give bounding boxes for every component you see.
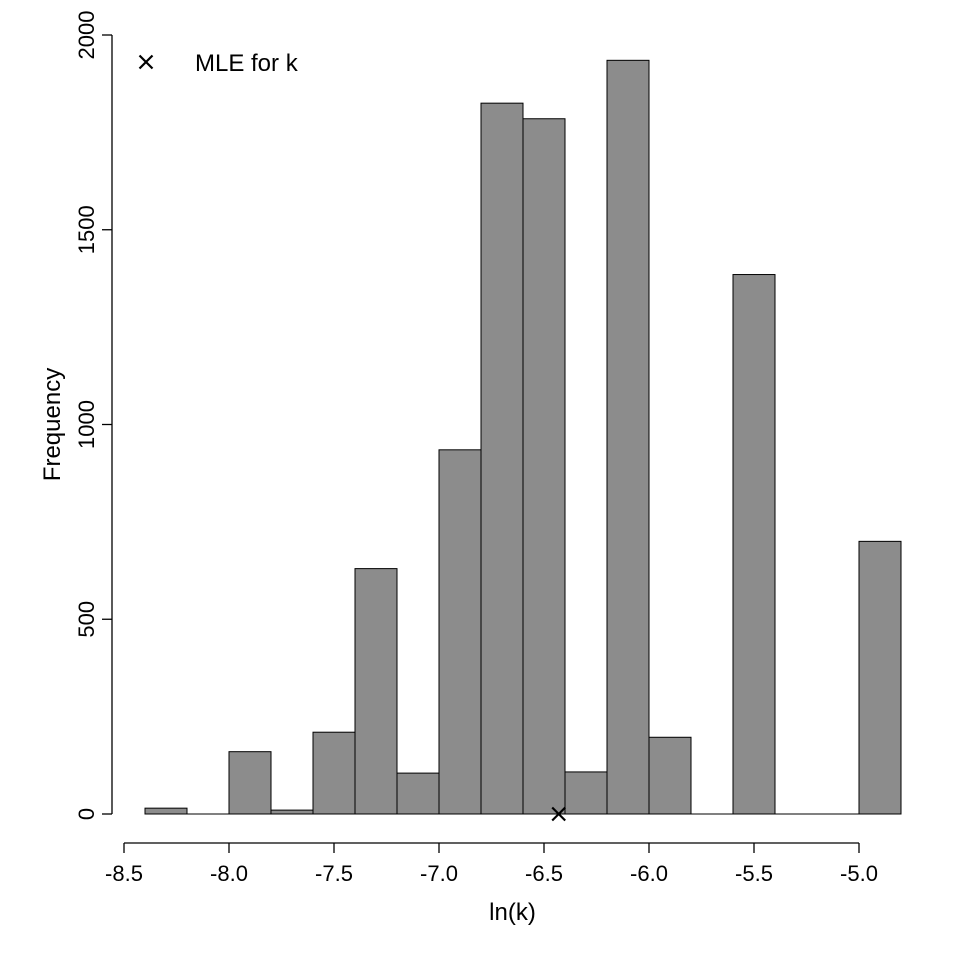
x-axis: -8.5 -8.0 -7.5 -7.0 -6.5 -6.0 -5.5 -5.0	[105, 842, 878, 886]
x-tick-label: -5.0	[840, 861, 878, 886]
mle-marker	[551, 806, 566, 822]
x-tick-label: -6.0	[630, 861, 668, 886]
y-axis: 0 500 1000 1500 2000	[74, 11, 113, 820]
histogram-bar-7	[438, 449, 482, 815]
histogram-bar-5	[354, 568, 398, 815]
x-tick-label: -7.0	[420, 861, 458, 886]
mle-point	[551, 806, 566, 822]
y-tick-label: 0	[74, 808, 99, 820]
histogram-bar-6	[396, 772, 440, 815]
x-tick-label: -5.5	[735, 861, 773, 886]
histogram-bar-9	[522, 118, 566, 815]
x-tick-label: -8.0	[210, 861, 248, 886]
y-tick-label: 2000	[74, 11, 99, 60]
legend-label-mle: MLE for k	[195, 50, 299, 77]
histogram-bars	[144, 59, 902, 815]
histogram-bar-14	[732, 274, 776, 815]
histogram-bar-0	[144, 807, 188, 815]
x-tick-label: -7.5	[315, 861, 353, 886]
y-axis-title: Frequency	[39, 368, 66, 481]
legend-x-symbol	[138, 54, 154, 70]
x-tick-label: -8.5	[105, 861, 143, 886]
legend: MLE for k	[138, 50, 299, 77]
histogram-bar-11	[606, 59, 650, 815]
y-tick-label: 1000	[74, 400, 99, 449]
y-tick-label: 500	[74, 601, 99, 638]
histogram-bar-10	[564, 771, 608, 815]
histogram-bar-2	[228, 751, 272, 815]
histogram-bar-3	[270, 809, 314, 815]
x-tick-label: -6.5	[525, 861, 563, 886]
x-axis-title: ln(k)	[489, 899, 536, 926]
y-tick-label: 1500	[74, 205, 99, 254]
histogram-bar-17	[858, 540, 902, 815]
histogram-bar-4	[312, 731, 356, 815]
histogram-bar-12	[648, 736, 692, 815]
histogram-bar-8	[480, 102, 524, 815]
legend-x-icon	[138, 54, 154, 70]
